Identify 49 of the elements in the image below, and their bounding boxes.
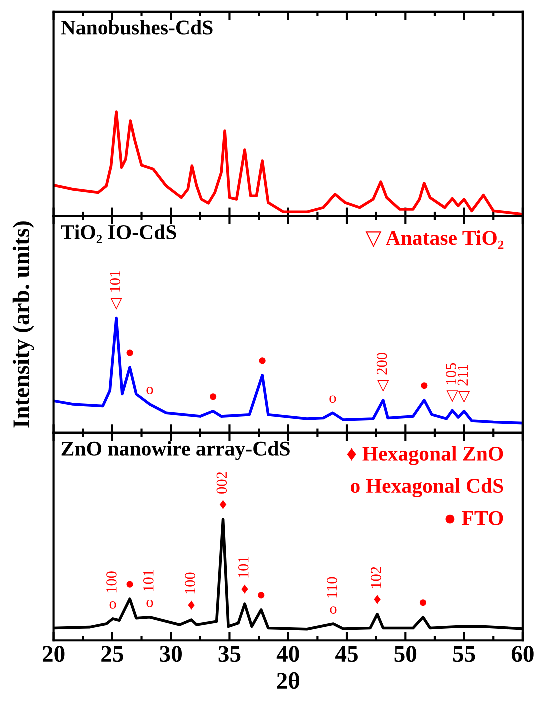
x-tick-label: 50 xyxy=(394,646,417,662)
annotation: ♦ xyxy=(242,584,248,594)
annotation: ▽ xyxy=(458,391,470,404)
text: ▽ Anatase TiO₂ xyxy=(366,230,504,250)
x-tick-label: 45 xyxy=(336,646,358,662)
x-tick-label: 35 xyxy=(218,646,241,662)
annotation: 101 xyxy=(238,557,249,578)
annotation: ♦ xyxy=(374,595,381,604)
annotation: o xyxy=(146,387,154,394)
chart-title: TiO₂ IO-CdS xyxy=(61,224,176,244)
annotation: ● xyxy=(421,382,428,390)
chart-title: ZnO nanowire array-CdS xyxy=(62,441,290,460)
annotation: ▽ xyxy=(446,390,458,402)
annotation: 100 xyxy=(106,572,117,593)
annotation: 105 xyxy=(446,363,456,384)
y-axis-title: Intensity (arb. units) xyxy=(12,222,34,428)
annotation: 211 xyxy=(458,364,468,386)
x-axis-title: 2θ xyxy=(277,672,300,690)
x-tick-label: 25 xyxy=(102,646,124,662)
annotation: 200 xyxy=(376,353,388,375)
annotation: 102 xyxy=(371,567,382,588)
x-tick-label: 60 xyxy=(512,646,534,662)
annotation: o xyxy=(330,396,336,404)
annotation: 101 xyxy=(110,271,120,292)
annotation: ♦ xyxy=(188,600,196,610)
annotation: ▽ xyxy=(378,380,390,392)
annotation: ♦ xyxy=(220,500,227,510)
annotation: 110 xyxy=(327,577,338,598)
annotation: ● xyxy=(259,358,266,364)
annotation: ● xyxy=(126,350,134,356)
annotation: o xyxy=(110,602,116,609)
x-tick-label: 55 xyxy=(453,646,476,662)
annotation: ● FTO xyxy=(446,511,504,526)
annotation: ● xyxy=(126,581,134,588)
annotation: ● xyxy=(258,592,265,599)
annotation: ▽ xyxy=(110,298,122,310)
annotation: 100 xyxy=(185,572,196,594)
annotation: o xyxy=(146,600,154,608)
x-tick-label: 40 xyxy=(276,646,300,662)
x-tick-label: 20 xyxy=(42,646,65,662)
annotation: o xyxy=(330,606,337,614)
text: ♦ Hexagonal ZnO xyxy=(347,446,504,466)
annotation: ● xyxy=(420,600,427,606)
x-tick-label: 30 xyxy=(160,646,182,662)
annotation: ● xyxy=(210,394,217,400)
text: o Hexagonal CdS xyxy=(351,478,504,498)
annotation: 002 xyxy=(216,472,228,494)
chart-title: Nanobushes-CdS xyxy=(61,20,213,35)
annotation: 101 xyxy=(143,570,154,592)
